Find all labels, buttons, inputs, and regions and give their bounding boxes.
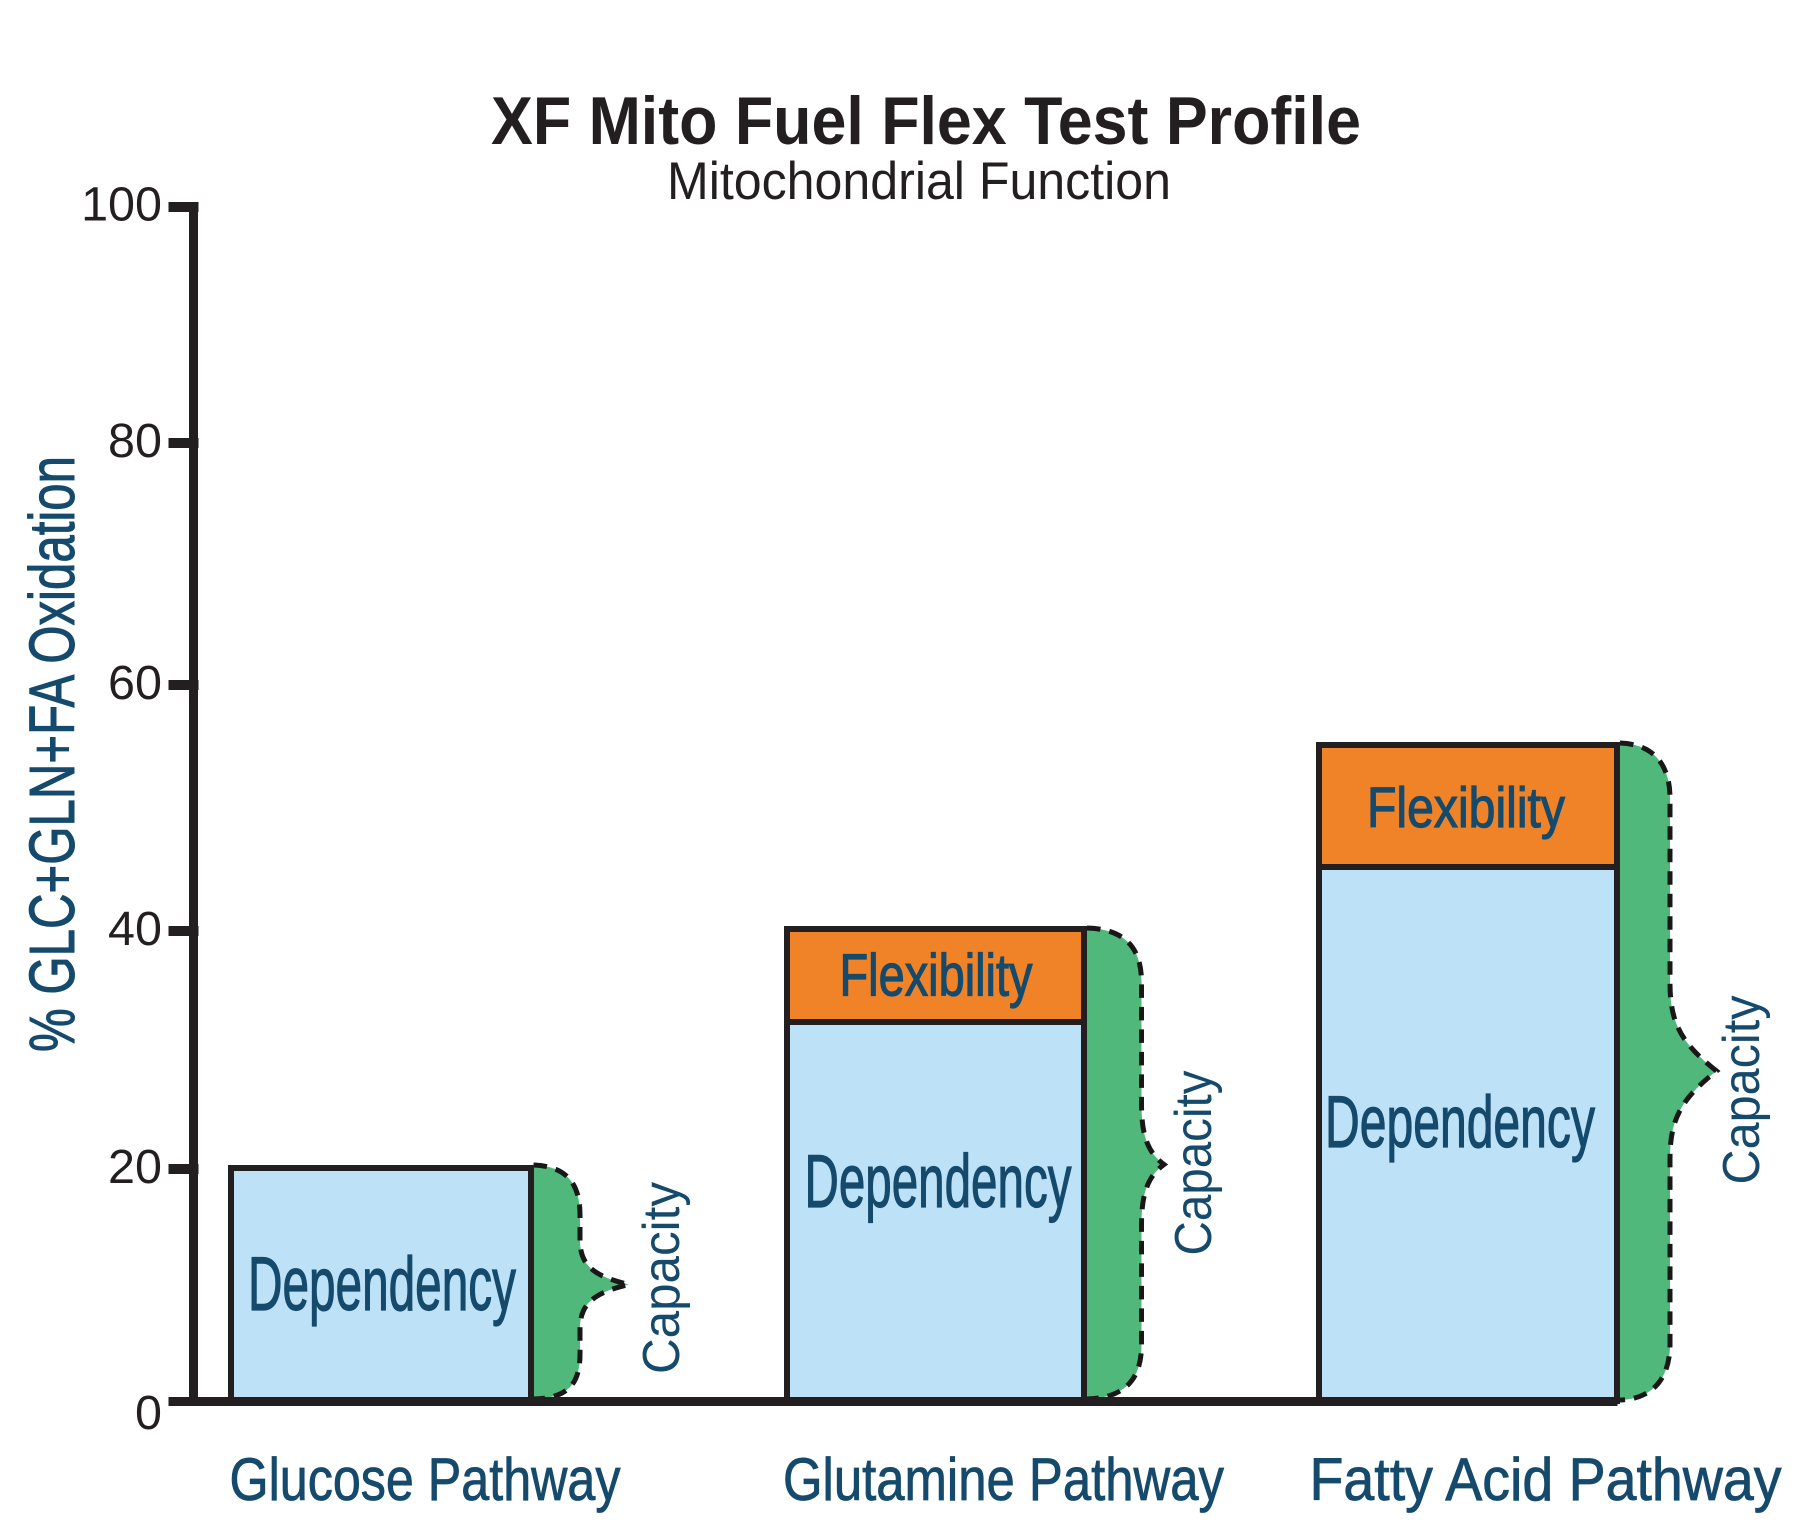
svg-text:Flexibility: Flexibility bbox=[1367, 776, 1565, 840]
svg-text:Glucose Pathway: Glucose Pathway bbox=[230, 1446, 621, 1513]
svg-text:60: 60 bbox=[108, 656, 162, 710]
svg-text:Mitochondrial Function: Mitochondrial Function bbox=[667, 152, 1171, 211]
svg-text:20: 20 bbox=[108, 1140, 162, 1194]
svg-text:40: 40 bbox=[108, 902, 162, 956]
svg-text:Dependency: Dependency bbox=[1325, 1082, 1595, 1163]
svg-text:Capacity: Capacity bbox=[633, 1182, 691, 1374]
svg-text:Dependency: Dependency bbox=[248, 1242, 516, 1327]
svg-text:80: 80 bbox=[108, 414, 162, 468]
svg-text:Capacity: Capacity bbox=[1713, 996, 1771, 1185]
svg-text:Fatty Acid Pathway: Fatty Acid Pathway bbox=[1310, 1446, 1782, 1513]
svg-text:0: 0 bbox=[135, 1386, 162, 1440]
svg-text:100: 100 bbox=[81, 178, 162, 232]
svg-text:% GLC+GLN+FA Oxidation: % GLC+GLN+FA Oxidation bbox=[16, 456, 88, 1052]
svg-text:Dependency: Dependency bbox=[805, 1139, 1072, 1223]
svg-text:Capacity: Capacity bbox=[1165, 1071, 1223, 1256]
svg-text:Glutamine Pathway: Glutamine Pathway bbox=[783, 1446, 1224, 1513]
svg-text:Flexibility: Flexibility bbox=[840, 943, 1033, 1009]
svg-text:XF Mito Fuel Flex Test Profile: XF Mito Fuel Flex Test Profile bbox=[491, 83, 1361, 159]
